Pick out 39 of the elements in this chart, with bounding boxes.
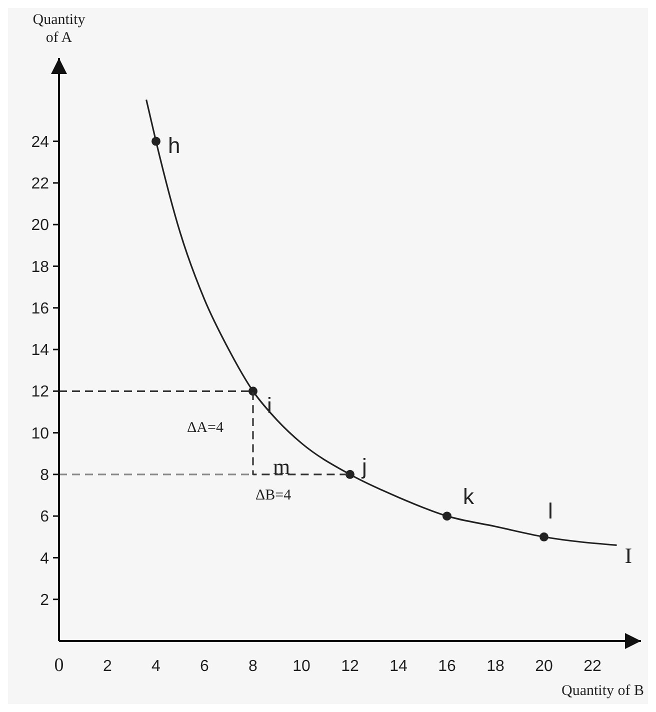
y-tick-label: 8 bbox=[40, 467, 50, 484]
point bbox=[346, 470, 354, 479]
y-tick-label: 22 bbox=[31, 176, 50, 193]
x-tick-label: 2 bbox=[103, 658, 112, 675]
x-tick-label: 20 bbox=[535, 658, 553, 675]
line-series bbox=[146, 98, 618, 546]
x-tick-label: 12 bbox=[341, 658, 359, 675]
x-tick-label: 0 bbox=[54, 655, 64, 676]
y-tick-label: 10 bbox=[31, 425, 50, 442]
x-tick-label: 6 bbox=[200, 658, 210, 675]
x-tick-label: 10 bbox=[292, 658, 310, 675]
annotation: k bbox=[463, 484, 475, 509]
annotation: l bbox=[548, 498, 553, 524]
x-tick-label: 4 bbox=[152, 658, 161, 675]
y-axis-title: Quantity of A bbox=[32, 12, 86, 46]
y-tick-label: 20 bbox=[31, 217, 50, 234]
y-tick-label: 18 bbox=[31, 258, 50, 276]
x-tick-label: 18 bbox=[486, 658, 504, 675]
point bbox=[152, 136, 160, 146]
annotation: I bbox=[624, 542, 632, 568]
y-tick-label: 4 bbox=[40, 550, 50, 568]
annotation: ΔA=4 bbox=[187, 420, 224, 436]
annotation: m bbox=[273, 454, 290, 480]
point bbox=[540, 532, 548, 542]
annotation: ΔB=4 bbox=[256, 488, 292, 504]
point bbox=[442, 512, 452, 521]
x-axis-title: Quantity of B bbox=[562, 683, 644, 699]
y-tick-label: 6 bbox=[40, 508, 50, 526]
x-tick-label: 22 bbox=[584, 658, 602, 675]
y-tick-label: 2 bbox=[40, 592, 50, 609]
annotation: h bbox=[168, 132, 180, 158]
x-tick-label: 8 bbox=[248, 658, 258, 675]
x-tick-label: 16 bbox=[438, 658, 456, 675]
y-tick-label: 14 bbox=[31, 342, 50, 360]
y-tick-label: 24 bbox=[31, 134, 50, 151]
annotation: j bbox=[361, 454, 367, 480]
x-tick-label: 14 bbox=[390, 658, 408, 675]
y-tick-label: 16 bbox=[31, 300, 50, 318]
y-tick-label: 12 bbox=[31, 384, 50, 401]
